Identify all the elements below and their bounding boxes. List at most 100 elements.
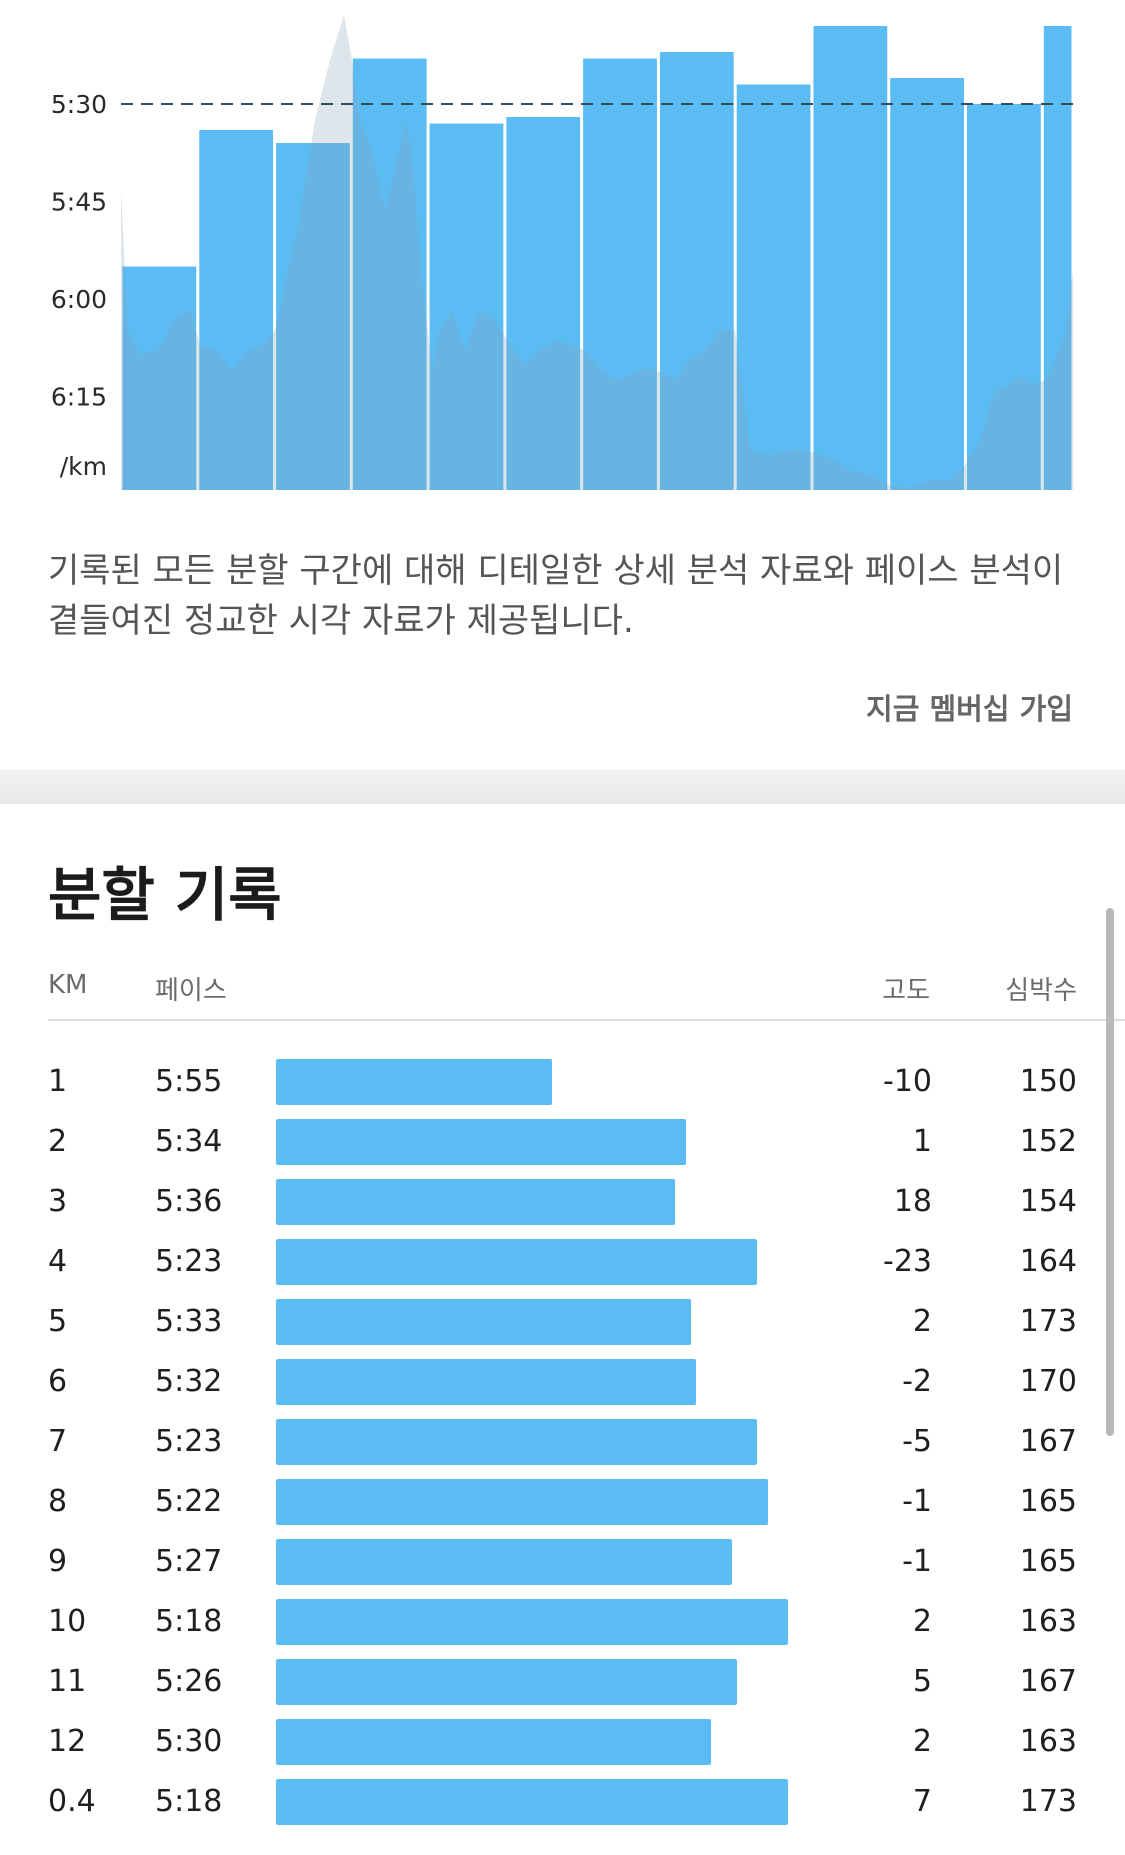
split-pace-bar bbox=[276, 1059, 552, 1105]
pace-bar bbox=[659, 52, 734, 490]
split-heart-rate: 152 bbox=[1019, 1124, 1077, 1159]
split-pace-bar bbox=[276, 1659, 737, 1705]
split-heart-rate: 173 bbox=[1019, 1784, 1077, 1819]
split-pace: 5:27 bbox=[155, 1544, 223, 1579]
split-pace: 5:55 bbox=[155, 1064, 223, 1099]
header-divider bbox=[48, 1019, 1125, 1021]
split-row: 1 5:55 -10 150 bbox=[0, 1052, 1125, 1112]
split-row: 5 5:33 2 173 bbox=[0, 1292, 1125, 1352]
split-row: 0.4 5:18 7 173 bbox=[0, 1772, 1125, 1832]
split-heart-rate: 164 bbox=[1019, 1244, 1077, 1279]
y-tick-label: 6:15 bbox=[51, 383, 107, 412]
header-km: KM bbox=[48, 970, 88, 1000]
split-pace: 5:18 bbox=[155, 1604, 223, 1639]
split-pace: 5:22 bbox=[155, 1484, 223, 1519]
header-elevation: 고도 bbox=[882, 976, 930, 1006]
split-elevation: 7 bbox=[912, 1784, 932, 1819]
pace-bar bbox=[967, 104, 1041, 490]
split-elevation: -10 bbox=[883, 1064, 932, 1099]
chart-description: 기록된 모든 분할 구간에 대해 디테일한 상세 분석 자료와 페이스 분석이 … bbox=[48, 551, 1064, 641]
split-pace: 5:18 bbox=[155, 1784, 223, 1819]
split-elevation: -23 bbox=[883, 1244, 932, 1279]
split-pace: 5:33 bbox=[155, 1304, 223, 1339]
split-pace: 5:36 bbox=[155, 1184, 223, 1219]
split-row: 12 5:30 2 163 bbox=[0, 1712, 1125, 1772]
split-heart-rate: 150 bbox=[1019, 1064, 1077, 1099]
pace-bar bbox=[506, 117, 581, 490]
split-pace-bar bbox=[276, 1239, 757, 1285]
split-elevation: 2 bbox=[912, 1604, 932, 1639]
split-km: 9 bbox=[48, 1544, 68, 1579]
split-km: 10 bbox=[48, 1604, 87, 1639]
split-pace: 5:23 bbox=[155, 1424, 223, 1459]
split-row: 7 5:23 -5 167 bbox=[0, 1412, 1125, 1472]
split-pace-bar bbox=[276, 1179, 675, 1225]
split-elevation: -5 bbox=[902, 1424, 932, 1459]
section-divider bbox=[0, 770, 1125, 804]
split-km: 5 bbox=[48, 1304, 68, 1339]
split-pace: 5:26 bbox=[155, 1664, 223, 1699]
y-tick-label: 5:30 bbox=[51, 90, 107, 119]
split-elevation: -1 bbox=[902, 1484, 932, 1519]
y-tick-label: 6:00 bbox=[51, 285, 107, 314]
split-heart-rate: 165 bbox=[1019, 1544, 1077, 1579]
split-km: 7 bbox=[48, 1424, 68, 1459]
split-pace: 5:34 bbox=[155, 1124, 223, 1159]
scrollbar[interactable] bbox=[1106, 908, 1114, 1436]
split-elevation: 2 bbox=[912, 1304, 932, 1339]
pace-bar bbox=[583, 58, 657, 490]
elevation-area bbox=[121, 15, 1073, 490]
pace-bar bbox=[890, 78, 965, 490]
split-row: 2 5:34 1 152 bbox=[0, 1112, 1125, 1172]
split-km: 2 bbox=[48, 1124, 68, 1159]
split-pace-bar bbox=[276, 1539, 732, 1585]
split-pace-bar bbox=[276, 1119, 686, 1165]
split-row: 4 5:23 -23 164 bbox=[0, 1232, 1125, 1292]
pace-bar bbox=[736, 84, 811, 490]
split-heart-rate: 165 bbox=[1019, 1484, 1077, 1519]
split-row: 8 5:22 -1 165 bbox=[0, 1472, 1125, 1532]
split-row: 11 5:26 5 167 bbox=[0, 1652, 1125, 1712]
split-pace-bar bbox=[276, 1599, 788, 1645]
split-row: 10 5:18 2 163 bbox=[0, 1592, 1125, 1652]
split-km: 8 bbox=[48, 1484, 68, 1519]
split-heart-rate: 170 bbox=[1019, 1364, 1077, 1399]
split-elevation: 5 bbox=[912, 1664, 932, 1699]
split-pace-bar bbox=[276, 1299, 691, 1345]
split-elevation: -1 bbox=[902, 1544, 932, 1579]
split-row: 9 5:27 -1 165 bbox=[0, 1532, 1125, 1592]
pace-chart: 5:30 5:45 6:00 6:15/km bbox=[51, 15, 1073, 490]
split-pace: 5:30 bbox=[155, 1724, 223, 1759]
split-heart-rate: 154 bbox=[1019, 1184, 1077, 1219]
split-km: 4 bbox=[48, 1244, 68, 1279]
split-pace: 5:32 bbox=[155, 1364, 223, 1399]
split-pace-bar bbox=[276, 1779, 788, 1825]
split-pace-bar bbox=[276, 1419, 757, 1465]
split-row: 3 5:36 18 154 bbox=[0, 1172, 1125, 1232]
y-unit-label: /km bbox=[60, 452, 107, 481]
header-heart-rate: 심박수 bbox=[1005, 976, 1077, 1006]
y-axis: 5:30 5:45 6:00 6:15/km bbox=[51, 90, 107, 481]
split-heart-rate: 163 bbox=[1019, 1724, 1077, 1759]
split-km: 1 bbox=[48, 1064, 68, 1099]
join-membership-link[interactable]: 지금 멤버십 가입 bbox=[866, 692, 1073, 726]
pace-bar bbox=[813, 26, 888, 490]
pace-bar bbox=[199, 130, 274, 490]
split-heart-rate: 167 bbox=[1019, 1424, 1077, 1459]
pace-bar bbox=[276, 143, 350, 490]
split-km: 6 bbox=[48, 1364, 68, 1399]
split-heart-rate: 163 bbox=[1019, 1604, 1077, 1639]
pace-bar bbox=[429, 123, 504, 490]
split-km: 0.4 bbox=[48, 1784, 96, 1819]
split-pace-bar bbox=[276, 1479, 768, 1525]
split-km: 3 bbox=[48, 1184, 68, 1219]
y-tick-label: 5:45 bbox=[51, 188, 107, 217]
pace-bars bbox=[122, 26, 1072, 490]
split-elevation: 18 bbox=[893, 1184, 932, 1219]
split-elevation: -2 bbox=[902, 1364, 932, 1399]
split-heart-rate: 167 bbox=[1019, 1664, 1077, 1699]
pace-bar bbox=[352, 58, 427, 490]
header-pace: 페이스 bbox=[155, 976, 227, 1006]
split-pace: 5:23 bbox=[155, 1244, 223, 1279]
splits-title: 분할 기록 bbox=[48, 861, 282, 929]
